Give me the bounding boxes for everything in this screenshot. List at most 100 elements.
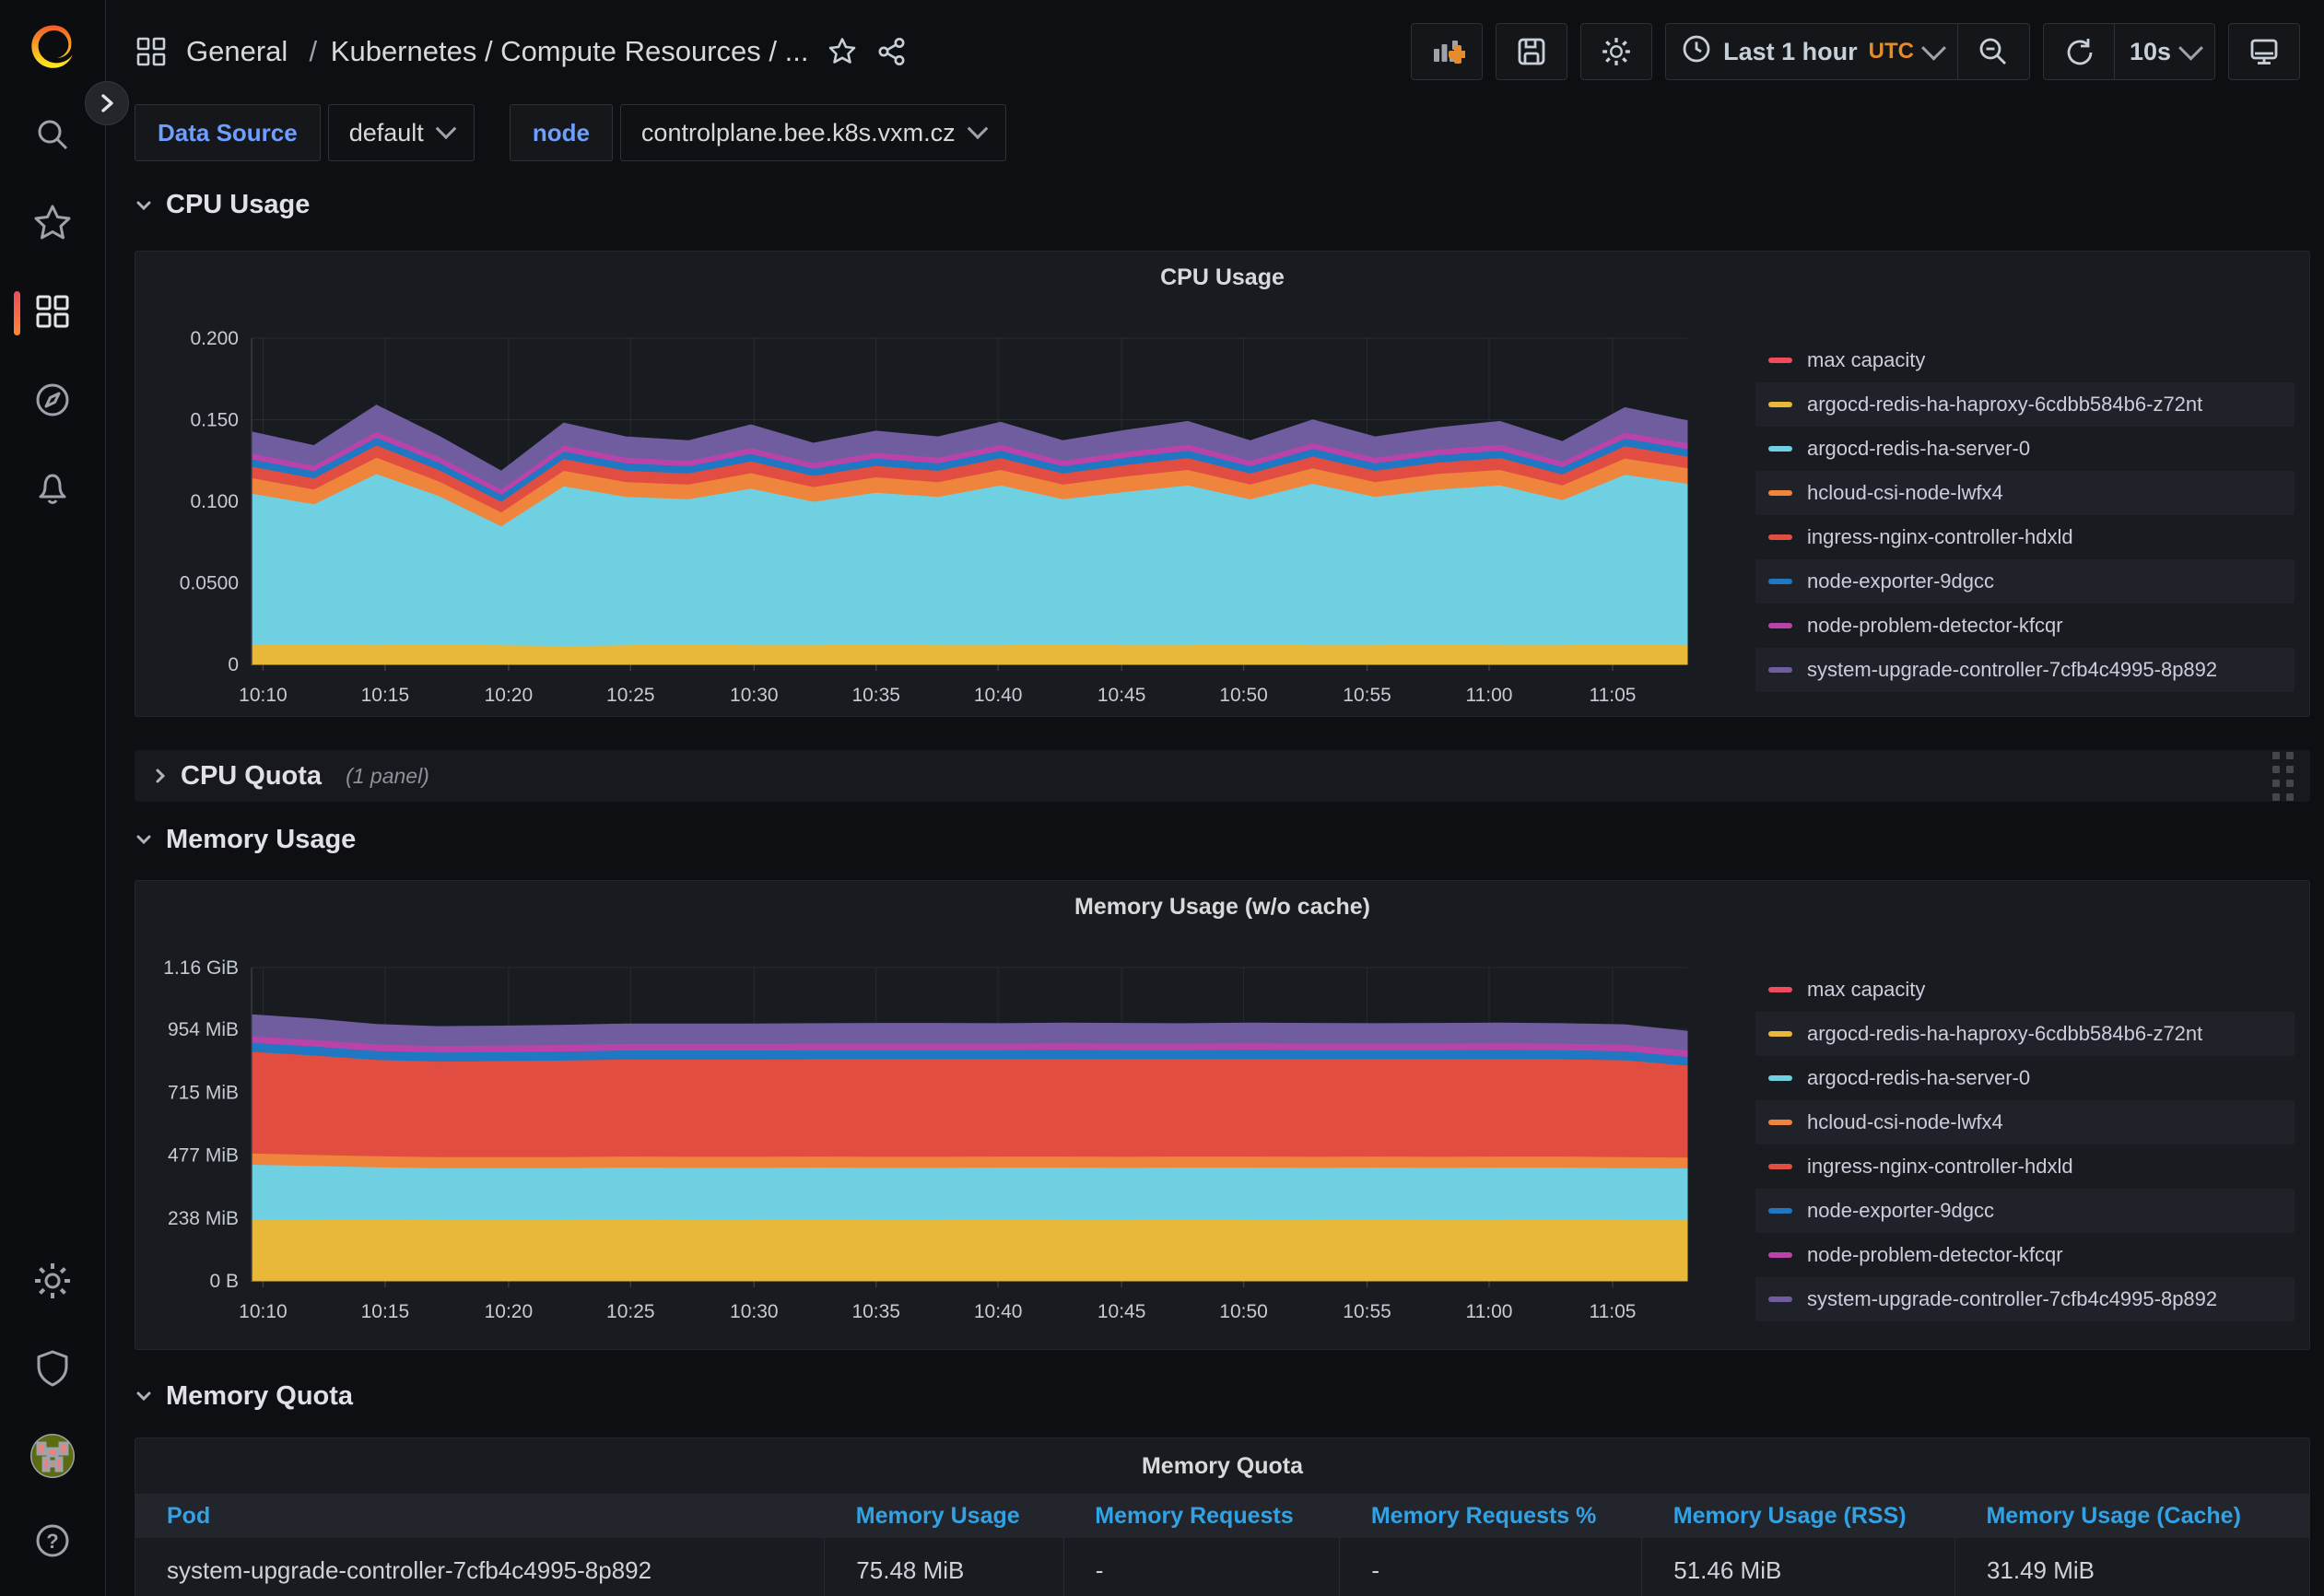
chevron-down-icon (967, 118, 988, 140)
sidebar-item-alerting[interactable] (27, 464, 78, 516)
table-cell: - (1339, 1538, 1642, 1596)
cpu-usage-legend: max capacity argocd-redis-ha-haproxy-6cdb… (1755, 303, 2295, 716)
grafana-logo[interactable] (23, 18, 82, 77)
legend-swatch (1768, 579, 1792, 584)
panel-memory-usage: Memory Usage (w/o cache) 0 B 238 MiB 477 M… (135, 880, 2310, 1350)
column-header[interactable]: Memory Usage (824, 1494, 1064, 1538)
legend-label: argocd-redis-ha-haproxy-6cdbb584b6-z72nt (1807, 1022, 2203, 1045)
cycle-view-mode-button[interactable] (2228, 23, 2300, 80)
column-header[interactable]: Memory Requests % (1339, 1494, 1642, 1538)
row-header-cpu-usage[interactable]: CPU Usage (135, 180, 2310, 230)
question-icon: ? (31, 1520, 74, 1567)
zoom-out-time-button[interactable] (1957, 23, 2030, 80)
breadcrumb[interactable]: General / Kubernetes / Compute Resources… (186, 35, 809, 67)
svg-text:10:10: 10:10 (239, 1301, 288, 1322)
sidebar-item-dashboards[interactable] (14, 288, 78, 339)
svg-text:?: ? (46, 1530, 58, 1553)
legend-swatch (1768, 623, 1792, 628)
cpu-usage-chart[interactable]: 0 0.0500 0.100 0.150 0.200 10:10 10:15 10:20 10:… (150, 307, 1698, 716)
legend-item[interactable]: ingress-nginx-controller-hdxld (1755, 515, 2295, 559)
variable-value-node[interactable]: controlplane.bee.k8s.vxm.cz (619, 104, 1006, 161)
legend-item[interactable]: max capacity (1755, 338, 2295, 382)
legend-label: system-upgrade-controller-7cfb4c4995-8p8… (1807, 1287, 2218, 1310)
legend-item[interactable]: hcloud-csi-node-lwfx4 (1755, 1100, 2295, 1144)
row-header-cpu-quota[interactable]: CPU Quota (1 panel) (135, 750, 2310, 802)
sidebar-item-profile[interactable] (27, 1430, 78, 1482)
refresh-interval-label: 10s (2129, 37, 2171, 65)
chevron-down-icon (2178, 35, 2203, 61)
column-header[interactable]: Memory Requests (1063, 1494, 1340, 1538)
svg-text:10:15: 10:15 (361, 685, 410, 706)
variable-value-datasource[interactable]: default (327, 104, 475, 161)
compass-icon (31, 379, 74, 426)
legend-label: ingress-nginx-controller-hdxld (1807, 525, 2073, 548)
dashboard-settings-button[interactable] (1580, 23, 1653, 80)
legend-item[interactable]: node-exporter-9dgcc (1755, 559, 2295, 604)
sidebar-item-help[interactable]: ? (27, 1517, 78, 1568)
panel-title[interactable]: Memory Usage (w/o cache) (1074, 893, 1370, 920)
legend-item[interactable]: node-exporter-9dgcc (1755, 1189, 2295, 1233)
legend-item[interactable]: ingress-nginx-controller-hdxld (1755, 1144, 2295, 1189)
legend-swatch (1768, 446, 1792, 452)
svg-text:10:30: 10:30 (730, 1301, 779, 1322)
legend-swatch (1768, 987, 1792, 992)
refresh-interval-picker[interactable]: 10s (2114, 23, 2215, 80)
svg-text:10:30: 10:30 (730, 685, 779, 706)
favorite-star-button[interactable] (827, 36, 858, 67)
legend-item[interactable]: argocd-redis-ha-haproxy-6cdbb584b6-z72nt (1755, 382, 2295, 427)
sidebar-item-server-admin[interactable] (27, 1344, 78, 1395)
sidebar-expand-button[interactable] (85, 81, 129, 125)
legend-item[interactable]: argocd-redis-ha-haproxy-6cdbb584b6-z72nt (1755, 1012, 2295, 1056)
legend-item[interactable]: argocd-redis-ha-server-0 (1755, 1056, 2295, 1100)
svg-text:10:20: 10:20 (485, 685, 534, 706)
svg-text:10:35: 10:35 (851, 1301, 900, 1322)
row-header-memory-usage[interactable]: Memory Usage (135, 816, 2310, 863)
svg-text:1.16 GiB: 1.16 GiB (163, 957, 239, 979)
variable-label-node: node (509, 104, 613, 161)
refresh-button[interactable] (2042, 23, 2115, 80)
sidebar-item-configuration[interactable] (27, 1257, 78, 1308)
toolbar: Last 1 hour UTC 10s (1411, 23, 2300, 80)
shield-icon (32, 1347, 73, 1392)
memory-usage-chart[interactable]: 0 B 238 MiB 477 MiB 715 MiB 954 MiB 1.16 GiB 1… (150, 936, 1698, 1332)
legend-label: ingress-nginx-controller-hdxld (1807, 1155, 2073, 1178)
add-panel-button[interactable] (1411, 23, 1484, 80)
share-icon[interactable] (876, 36, 908, 67)
time-range-label: Last 1 hour (1723, 37, 1858, 65)
legend-label: system-upgrade-controller-7cfb4c4995-8p8… (1807, 658, 2218, 681)
legend-item[interactable]: node-problem-detector-kfcqr (1755, 604, 2295, 648)
chevron-down-icon (1921, 35, 1946, 61)
save-dashboard-button[interactable] (1496, 23, 1568, 80)
legend-swatch (1768, 1075, 1792, 1081)
svg-text:954 MiB: 954 MiB (168, 1019, 239, 1040)
sidebar-item-search[interactable] (27, 111, 78, 162)
svg-text:715 MiB: 715 MiB (168, 1082, 239, 1103)
row-header-memory-quota[interactable]: Memory Quota (135, 1373, 2310, 1419)
legend-item[interactable]: system-upgrade-controller-7cfb4c4995-8p8… (1755, 1277, 2295, 1321)
column-header[interactable]: Memory Usage (RSS) (1641, 1494, 1955, 1538)
table-cell: system-upgrade-controller-7cfb4c4995-8p8… (167, 1555, 652, 1584)
column-header[interactable]: Memory Usage (Cache) (1954, 1494, 2309, 1538)
sidebar-item-explore[interactable] (27, 376, 78, 428)
legend-swatch (1768, 1031, 1792, 1037)
svg-text:0.0500: 0.0500 (180, 573, 239, 594)
legend-item[interactable]: system-upgrade-controller-7cfb4c4995-8p8… (1755, 648, 2295, 692)
svg-text:10:25: 10:25 (606, 1301, 655, 1322)
legend-label: hcloud-csi-node-lwfx4 (1807, 481, 2003, 504)
legend-item[interactable]: node-problem-detector-kfcqr (1755, 1233, 2295, 1277)
legend-item[interactable]: max capacity (1755, 968, 2295, 1012)
svg-text:10:15: 10:15 (361, 1301, 410, 1322)
legend-item[interactable]: hcloud-csi-node-lwfx4 (1755, 471, 2295, 515)
row-drag-handle[interactable] (2272, 751, 2294, 801)
svg-text:0.100: 0.100 (190, 491, 239, 512)
time-range-picker[interactable]: Last 1 hour UTC (1665, 23, 1958, 80)
legend-item[interactable]: argocd-redis-ha-server-0 (1755, 427, 2295, 471)
panel-cpu-usage: CPU Usage 0 0.0500 0.100 0.150 0.200 10:10 10:… (135, 251, 2310, 717)
chevron-down-icon (136, 201, 151, 210)
panel-title[interactable]: Memory Quota (1141, 1452, 1304, 1479)
sidebar-item-starred[interactable] (27, 199, 78, 251)
svg-text:10:40: 10:40 (974, 685, 1023, 706)
panel-title[interactable]: CPU Usage (1160, 264, 1285, 290)
memory-usage-legend: max capacity argocd-redis-ha-haproxy-6cdb… (1755, 933, 2295, 1332)
column-header[interactable]: Pod (135, 1494, 825, 1538)
